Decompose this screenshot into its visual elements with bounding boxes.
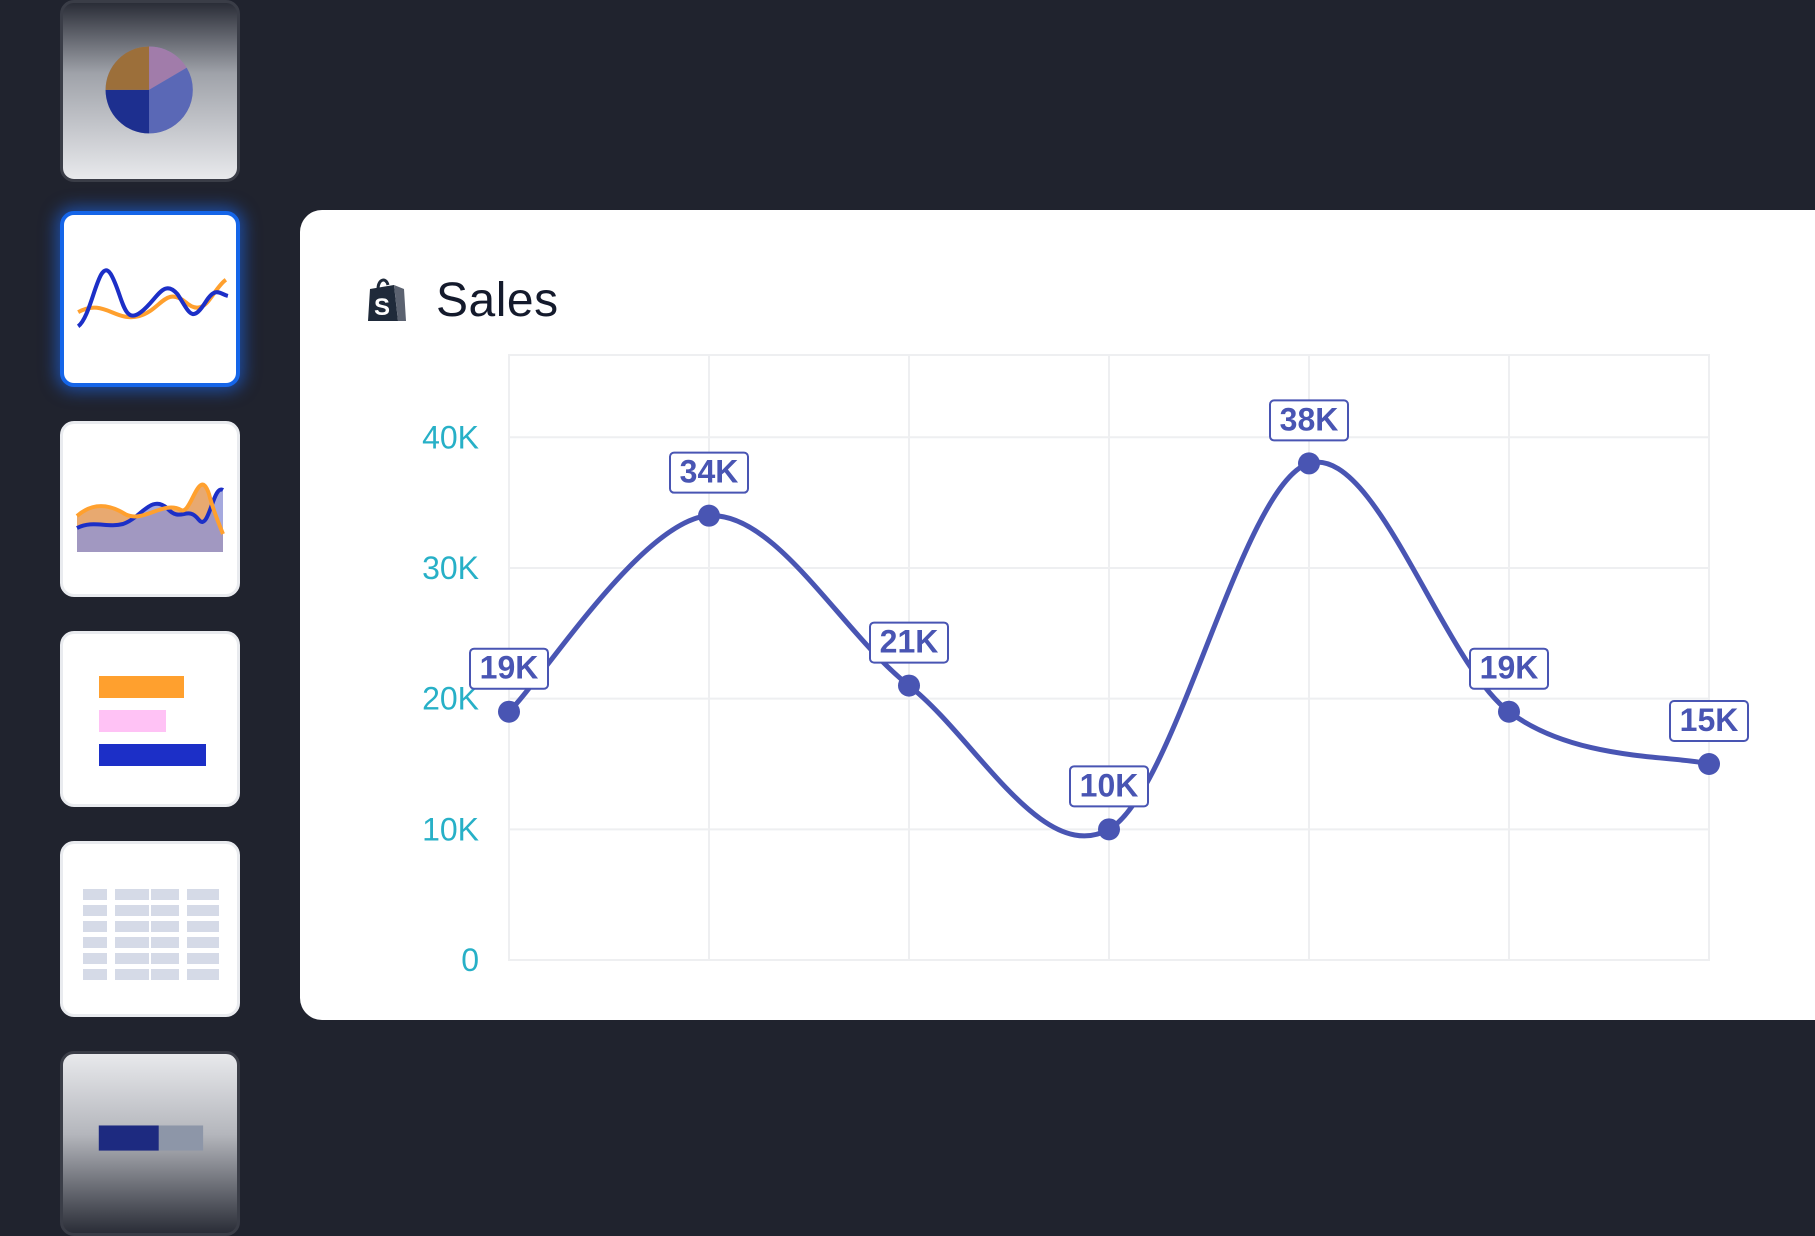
pie-chart-icon [105,46,193,134]
card-header: S Sales [364,270,559,330]
data-point [1498,700,1520,723]
data-label-box [469,647,549,690]
y-tick-label: 10K [422,811,479,847]
line-chart-icon [76,268,229,328]
chart-type-progress[interactable] [60,1051,240,1236]
data-point [498,700,520,723]
svg-text:S: S [374,294,390,321]
data-label: 10K [1080,767,1139,803]
data-point [1298,452,1320,475]
data-label: 19K [1480,650,1539,686]
area-chart-icon [75,482,225,552]
chart-type-pie[interactable] [60,0,240,182]
data-label: 21K [880,624,939,660]
data-label-box [869,621,949,664]
chart-card: 0 10K 20K 30K 40K 19K 34K 21K 10K 38K 19K 15K S Sal… [300,210,1815,1020]
data-label: 38K [1280,401,1339,437]
bar-chart-icon [99,676,206,766]
data-label-box [1669,699,1749,742]
y-tick-label: 30K [422,550,479,586]
progress-bar-icon [98,1125,204,1151]
data-point [898,674,920,697]
chart-type-bar[interactable] [60,631,240,807]
data-point [1098,818,1120,841]
data-point [698,504,720,527]
data-label-box [1269,399,1349,442]
data-label-box [1069,765,1149,808]
data-label-box [669,451,749,494]
data-point [1698,752,1720,775]
chart-type-area[interactable] [60,421,240,597]
chart-type-line[interactable] [60,211,240,387]
card-title: Sales [436,273,559,327]
y-tick-label: 0 [461,942,479,978]
chart-type-table[interactable] [60,841,240,1017]
data-label: 19K [480,650,539,686]
y-tick-label: 40K [422,419,479,455]
table-icon [83,889,219,980]
shopify-bag-icon: S [368,278,406,321]
data-label-box [1469,647,1549,690]
data-label: 15K [1680,702,1739,738]
data-label: 34K [680,454,739,490]
